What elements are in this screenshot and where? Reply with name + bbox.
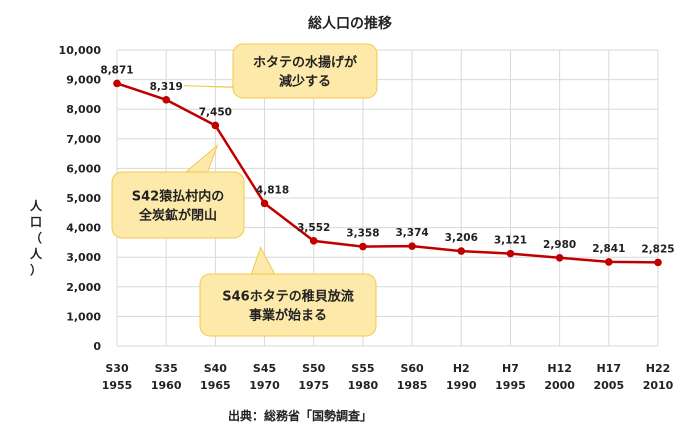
data-label: 8,871 (100, 64, 133, 76)
x-tick-label: S55 1980 (348, 362, 379, 392)
x-tick-label: H12 2000 (544, 362, 575, 392)
x-tick-label: S30 1955 (102, 362, 133, 392)
x-tick-label: S60 1985 (397, 362, 428, 392)
data-point (359, 242, 367, 251)
data-point (113, 79, 121, 88)
y-tick-label: 1,000 (66, 310, 101, 323)
data-point (555, 253, 564, 262)
source-note: 出典：総務省「国勢調査」 (228, 408, 372, 423)
x-tick-label: S40 1965 (200, 362, 231, 392)
series-line (113, 79, 662, 267)
data-point (654, 258, 662, 267)
callout-text: S42猿払村内の (132, 189, 224, 205)
data-point (162, 95, 170, 104)
y-tick-label: 4,000 (66, 222, 101, 235)
data-label: 3,358 (346, 228, 379, 240)
data-label: 2,825 (641, 243, 674, 255)
data-label: 2,980 (543, 239, 576, 251)
data-point (605, 258, 613, 266)
data-point (506, 249, 515, 258)
data-label: 3,374 (395, 227, 428, 239)
data-point (408, 242, 416, 250)
data-label: 4,818 (256, 184, 289, 196)
y-tick-label: 8,000 (66, 103, 101, 116)
data-label: 3,552 (297, 222, 330, 234)
y-tick-label: 7,000 (66, 133, 101, 146)
x-tick-label: S45 1970 (249, 362, 280, 392)
y-axis-label: 人口（人） (30, 198, 43, 277)
callout-text: ホタテの水揚げが (253, 55, 357, 71)
y-tick-label: 9,000 (66, 74, 101, 87)
data-point (260, 199, 269, 208)
axes: 0 1,000 2,000 3,000 4,000 5,000 6,000 7,000 8,00… (59, 44, 674, 392)
callout-box (111, 171, 245, 239)
data-label: 8,319 (150, 81, 183, 93)
x-tick-label: H7 1995 (495, 362, 526, 392)
callout-box (232, 43, 378, 99)
x-tick-label: H17 2005 (594, 362, 625, 392)
data-label: 3,121 (494, 235, 527, 247)
y-tick-label: 10,000 (59, 44, 102, 57)
x-tick-label: S50 1975 (298, 362, 329, 392)
data-point (309, 237, 318, 245)
callout-text: S46ホタテの稚貝放流 (222, 289, 353, 305)
x-tick-label: H22 2010 (643, 362, 674, 392)
y-tick-label: 6,000 (66, 162, 101, 175)
y-tick-label: 3,000 (66, 251, 101, 264)
callout-text: 事業が始まる (249, 308, 327, 324)
callout-text: 全炭鉱が閉山 (138, 208, 217, 224)
series-path (116, 82, 659, 264)
data-point (457, 247, 466, 255)
x-tick-label: S35 1960 (151, 362, 182, 392)
data-point (211, 121, 220, 130)
y-tick-label: 5,000 (66, 192, 101, 205)
x-tick-label: H2 1990 (446, 362, 477, 392)
data-labels: 8,871 8,319 7,450 4,818 3,552 3,358 3,374 3,206… (100, 64, 674, 255)
data-label: 2,841 (592, 243, 625, 255)
callout-text: 減少する (279, 74, 331, 90)
callout-box (199, 273, 377, 337)
data-label: 3,206 (445, 232, 478, 244)
chart-title: 総人口の推移 (308, 15, 392, 32)
y-tick-label: 0 (93, 340, 101, 353)
y-tick-label: 2,000 (66, 281, 101, 294)
data-label: 7,450 (199, 106, 232, 118)
